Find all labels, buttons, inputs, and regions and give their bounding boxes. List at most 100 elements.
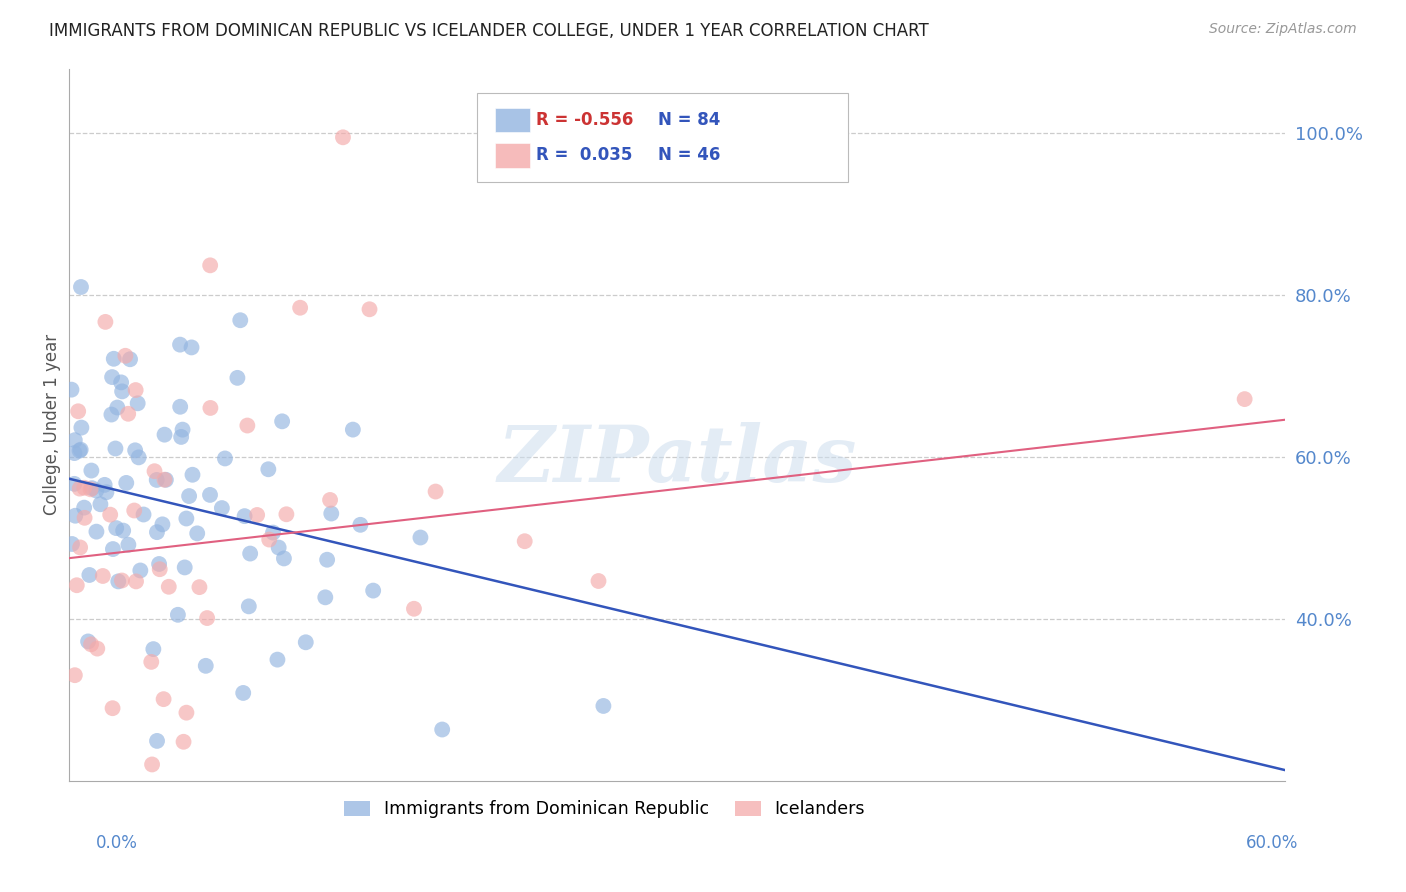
- Point: [63, 446, 86, 460]
- Point: [141, 757, 163, 772]
- Point: [84, 483, 107, 498]
- Point: [153, 427, 176, 442]
- Point: [267, 541, 290, 555]
- Point: [214, 451, 236, 466]
- Text: 60.0%: 60.0%: [1246, 834, 1299, 852]
- Point: [129, 564, 152, 578]
- Point: [67, 404, 90, 418]
- FancyBboxPatch shape: [477, 94, 848, 183]
- Point: [236, 418, 259, 433]
- Point: [294, 635, 316, 649]
- Point: [115, 475, 138, 490]
- Point: [316, 552, 339, 566]
- Point: [361, 583, 384, 598]
- Point: [111, 574, 134, 588]
- Point: [169, 400, 191, 414]
- Point: [100, 408, 122, 422]
- Point: [592, 698, 614, 713]
- Point: [314, 591, 336, 605]
- Point: [319, 492, 342, 507]
- Point: [176, 511, 198, 525]
- Point: [181, 467, 204, 482]
- Point: [229, 313, 252, 327]
- Point: [288, 301, 311, 315]
- FancyBboxPatch shape: [495, 108, 530, 132]
- Point: [262, 525, 284, 540]
- Point: [69, 442, 91, 457]
- Point: [142, 642, 165, 657]
- Point: [342, 423, 364, 437]
- Text: R = -0.556: R = -0.556: [536, 111, 634, 128]
- Point: [173, 735, 195, 749]
- Point: [141, 655, 163, 669]
- Point: [271, 414, 294, 428]
- Point: [170, 430, 193, 444]
- Y-axis label: College, Under 1 year: College, Under 1 year: [44, 334, 60, 516]
- Point: [321, 507, 343, 521]
- Point: [226, 371, 249, 385]
- Point: [143, 464, 166, 478]
- Text: IMMIGRANTS FROM DOMINICAN REPUBLIC VS ICELANDER COLLEGE, UNDER 1 YEAR CORRELATIO: IMMIGRANTS FROM DOMINICAN REPUBLIC VS IC…: [49, 22, 929, 40]
- Point: [94, 315, 117, 329]
- Point: [513, 534, 536, 549]
- Point: [132, 508, 155, 522]
- Point: [104, 442, 127, 456]
- Point: [103, 351, 125, 366]
- Point: [96, 485, 118, 500]
- Point: [588, 574, 610, 588]
- Point: [232, 686, 254, 700]
- Point: [79, 483, 101, 497]
- Point: [86, 524, 108, 539]
- Point: [200, 401, 222, 415]
- Point: [117, 407, 139, 421]
- Point: [124, 383, 146, 397]
- Point: [186, 526, 208, 541]
- Point: [69, 443, 91, 458]
- Point: [89, 497, 111, 511]
- Point: [167, 607, 190, 622]
- Point: [149, 562, 172, 576]
- Point: [110, 376, 132, 390]
- Text: 0.0%: 0.0%: [96, 834, 138, 852]
- Legend: Immigrants from Dominican Republic, Icelanders: Immigrants from Dominican Republic, Icel…: [336, 794, 872, 825]
- Point: [69, 541, 91, 555]
- Point: [80, 481, 103, 495]
- Point: [63, 433, 86, 447]
- Point: [63, 476, 86, 491]
- Point: [73, 500, 96, 515]
- Point: [233, 509, 256, 524]
- Point: [194, 658, 217, 673]
- Point: [402, 601, 425, 615]
- Point: [117, 538, 139, 552]
- Point: [77, 634, 100, 648]
- Point: [124, 443, 146, 458]
- Point: [128, 450, 150, 465]
- Point: [211, 501, 233, 516]
- Point: [70, 280, 93, 294]
- Point: [425, 484, 447, 499]
- Point: [266, 652, 288, 666]
- FancyBboxPatch shape: [495, 144, 530, 168]
- Point: [179, 489, 201, 503]
- Point: [107, 574, 129, 589]
- Point: [101, 370, 124, 384]
- Point: [173, 560, 195, 574]
- Point: [80, 464, 103, 478]
- Point: [91, 569, 114, 583]
- Point: [195, 611, 218, 625]
- Point: [79, 568, 101, 582]
- Point: [60, 383, 83, 397]
- Point: [239, 547, 262, 561]
- Point: [86, 641, 108, 656]
- Text: ZIPatlas: ZIPatlas: [498, 422, 858, 499]
- Point: [65, 508, 87, 523]
- Point: [80, 637, 103, 651]
- Point: [101, 542, 124, 557]
- Point: [118, 352, 141, 367]
- Text: R =  0.035: R = 0.035: [536, 146, 633, 164]
- Point: [273, 551, 295, 566]
- Point: [122, 503, 145, 517]
- Point: [155, 473, 177, 487]
- Point: [332, 130, 354, 145]
- Point: [432, 723, 454, 737]
